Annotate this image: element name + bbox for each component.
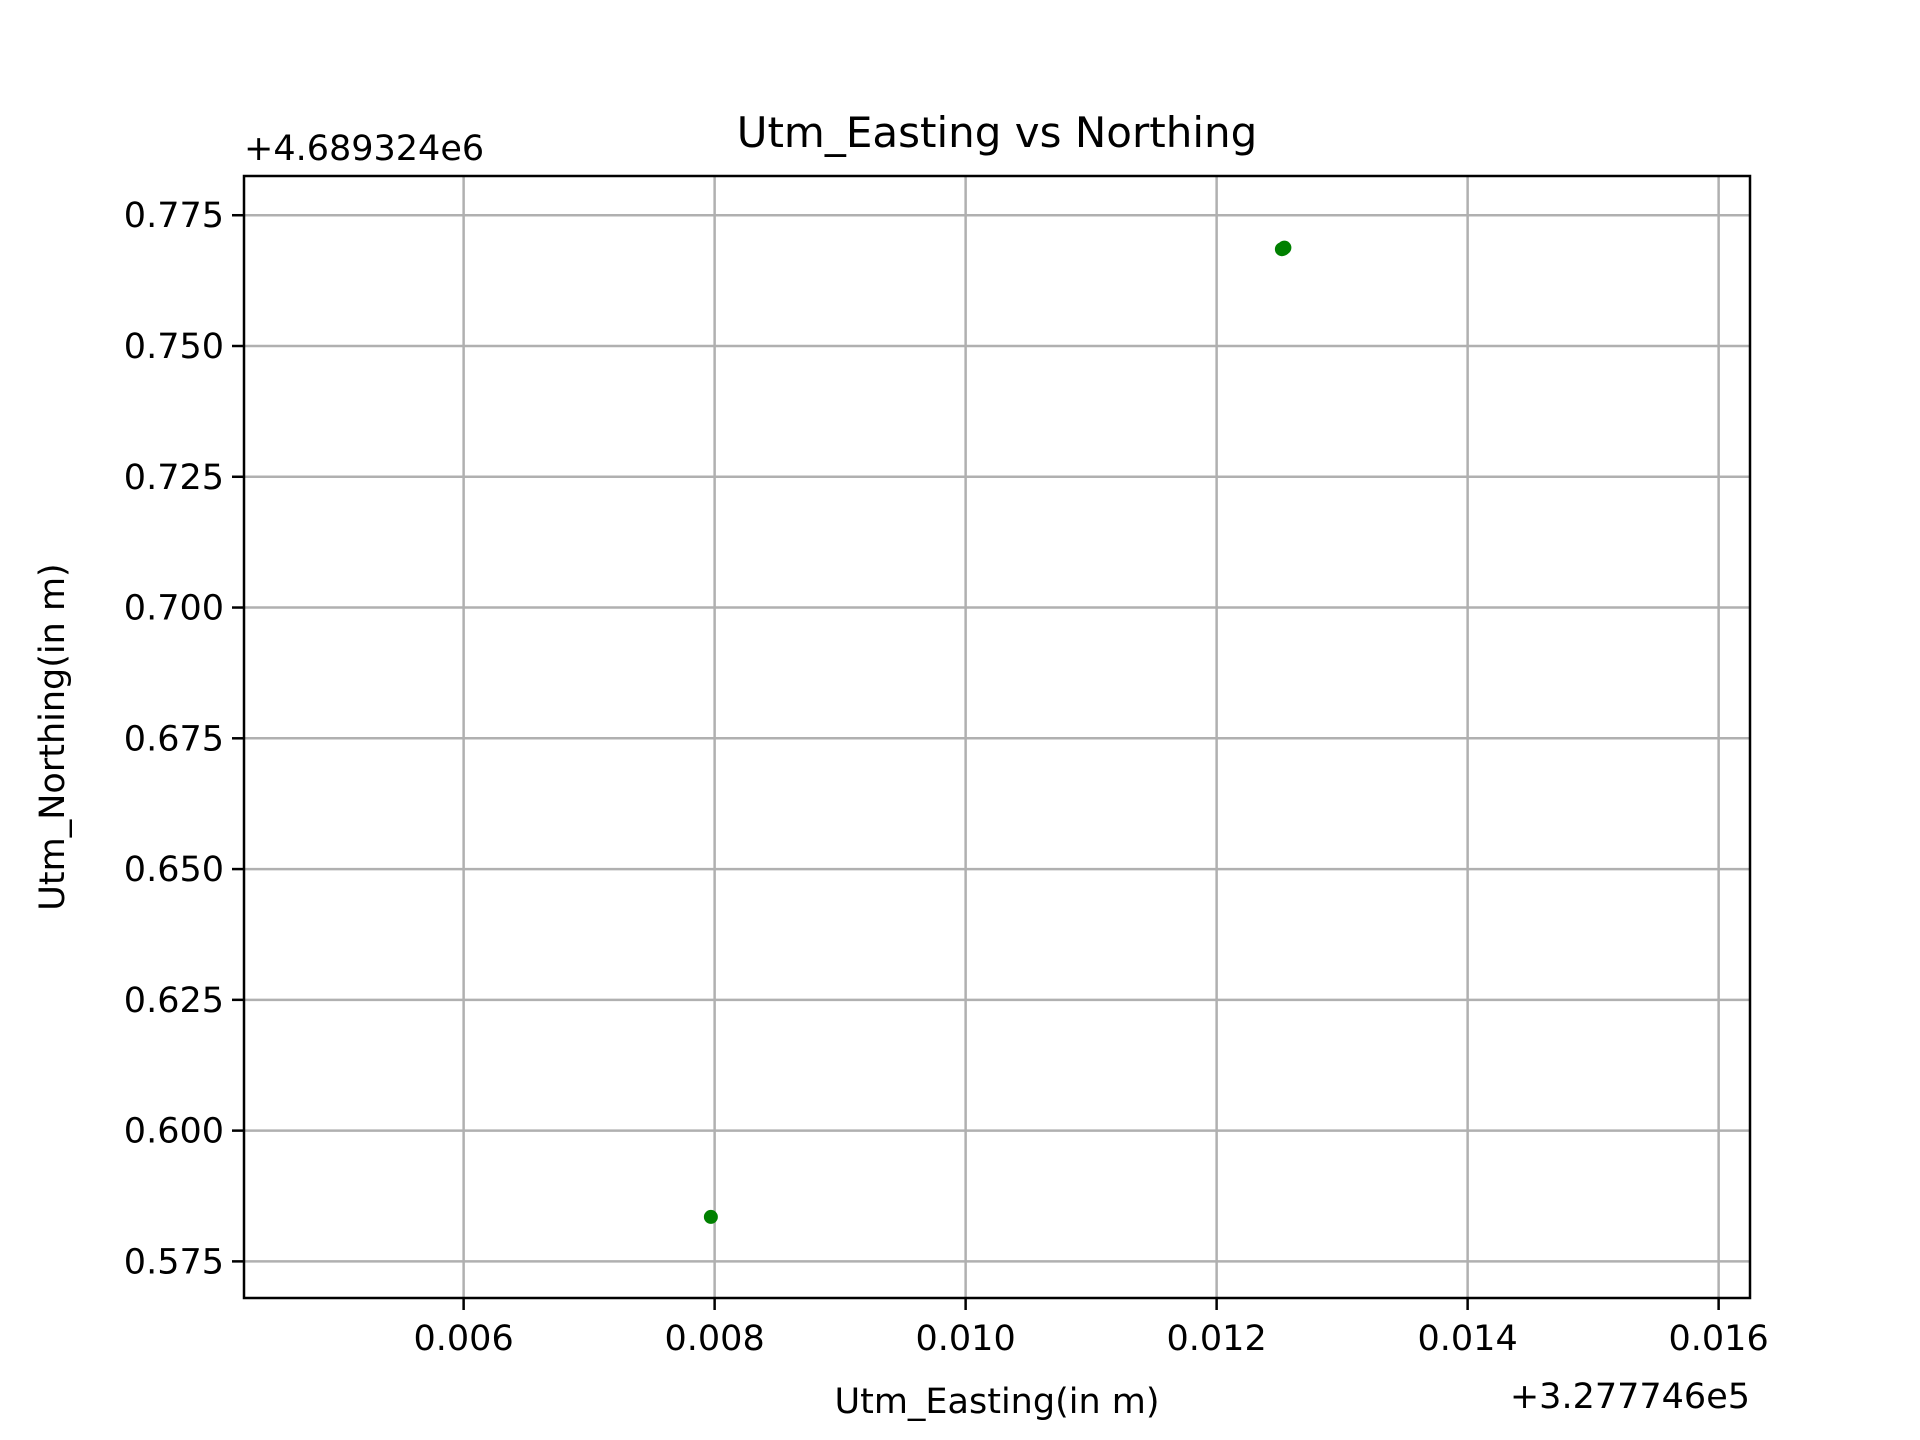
y-tick-label: 0.700 <box>124 589 224 629</box>
grid-lines <box>244 176 1750 1298</box>
x-tick-label: 0.016 <box>1669 1319 1769 1359</box>
y-tick-label: 0.750 <box>124 327 224 367</box>
data-point <box>703 1209 718 1224</box>
data-points <box>703 240 1292 1224</box>
y-tick-label: 0.650 <box>124 850 224 890</box>
y-axis-label: Utm_Northing(in m) <box>33 563 73 910</box>
x-axis-ticks: 0.006 0.008 0.010 0.012 0.014 0.016 <box>414 1298 1769 1359</box>
y-axis-ticks: 0.575 0.600 0.625 0.650 0.675 0.700 0.725 0.750… <box>124 196 244 1282</box>
y-tick-label: 0.625 <box>124 981 224 1021</box>
y-tick-label: 0.575 <box>124 1242 224 1282</box>
x-tick-label: 0.008 <box>665 1319 765 1359</box>
chart-title: Utm_Easting vs Northing <box>737 108 1258 157</box>
data-point <box>1276 241 1291 256</box>
y-tick-label: 0.775 <box>124 196 224 236</box>
plot-frame <box>242 174 1752 1300</box>
x-tick-label: 0.012 <box>1167 1319 1267 1359</box>
x-axis-label: Utm_Easting(in m) <box>834 1382 1159 1422</box>
x-tick-label: 0.014 <box>1418 1319 1518 1359</box>
y-offset-label: +4.689324e6 <box>244 129 484 169</box>
x-tick-label: 0.006 <box>414 1319 514 1359</box>
y-tick-label: 0.600 <box>124 1112 224 1152</box>
plot-area <box>244 176 1750 1298</box>
y-tick-label: 0.725 <box>124 458 224 498</box>
y-tick-label: 0.675 <box>124 719 224 759</box>
x-offset-label: +3.277746e5 <box>1510 1377 1750 1417</box>
x-tick-label: 0.010 <box>916 1319 1016 1359</box>
